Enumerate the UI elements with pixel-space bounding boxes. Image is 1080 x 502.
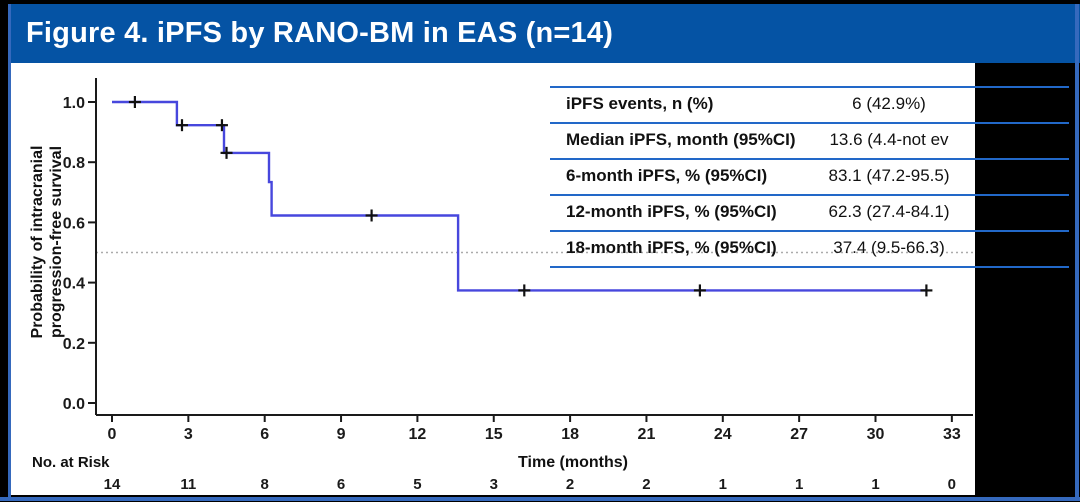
- stat-label: 6-month iPFS, % (95%CI): [566, 166, 768, 185]
- slide-header: Figure 4. iPFS by RANO-BM in EAS (n=14): [8, 4, 1080, 63]
- x-tick-label: 3: [184, 426, 193, 443]
- stat-label: 12-month iPFS, % (95%CI): [566, 202, 777, 221]
- redaction-black-area: [975, 63, 1076, 495]
- table-separator-line: [550, 266, 1069, 268]
- stat-value: 83.1 (47.2-95.5): [828, 166, 950, 185]
- slide-border-left: [8, 4, 11, 501]
- y-axis-title-line2: progression-free survival: [48, 145, 65, 339]
- table-row: Median iPFS, month (95%CI) 13.6 (4.4-not…: [550, 122, 975, 158]
- slide-border-right: [1075, 4, 1079, 501]
- table-row: 18-month iPFS, % (95%CI) 37.4 (9.5-66.3): [550, 230, 975, 266]
- at-risk-count: 5: [413, 476, 421, 493]
- y-tick-label: 0.6: [63, 215, 85, 232]
- chart-panel: [11, 63, 975, 495]
- stat-value: 37.4 (9.5-66.3): [833, 238, 945, 257]
- x-axis-title: Time (months): [518, 454, 628, 471]
- at-risk-count: 11: [180, 476, 196, 493]
- y-axis-title: Probability of intracranial progression-…: [14, 92, 80, 392]
- table-separator-line: [550, 194, 1069, 196]
- at-risk-count: 0: [948, 476, 956, 493]
- y-tick-label: 0.8: [63, 155, 85, 172]
- y-tick-label: 0.4: [63, 276, 85, 293]
- at-risk-count: 2: [642, 476, 650, 493]
- stat-value: 62.3 (27.4-84.1): [828, 202, 950, 221]
- figure-title: Figure 4. iPFS by RANO-BM in EAS (n=14): [26, 17, 614, 49]
- km-curve: [112, 100, 927, 292]
- x-tick-label: 24: [714, 426, 732, 443]
- x-tick-label: 18: [561, 426, 579, 443]
- x-tick-label: 12: [409, 426, 427, 443]
- at-risk-count: 3: [490, 476, 498, 493]
- y-tick-label: 0.2: [63, 336, 85, 353]
- no-at-risk-label: No. at Risk: [32, 454, 110, 471]
- x-tick-label: 27: [790, 426, 808, 443]
- x-tick-label: 6: [260, 426, 269, 443]
- at-risk-count: 2: [566, 476, 574, 493]
- y-tick-label: 1.0: [63, 95, 85, 112]
- x-tick-label: 30: [867, 426, 885, 443]
- x-tick-label: 21: [638, 426, 656, 443]
- table-row: iPFS events, n (%) 6 (42.9%): [550, 86, 975, 122]
- y-tick-label: 0.0: [63, 396, 85, 413]
- table-separator-line: [550, 158, 1069, 160]
- stat-value: 6 (42.9%): [852, 94, 926, 113]
- stat-value: 13.6 (4.4-not ev: [829, 130, 949, 149]
- table-separator-line: [550, 86, 1069, 88]
- at-risk-count: 6: [337, 476, 345, 493]
- stat-label: Median iPFS, month (95%CI): [566, 130, 796, 149]
- y-axis-title-line1: Probability of intracranial: [28, 145, 46, 339]
- stat-label: 18-month iPFS, % (95%CI): [566, 238, 777, 257]
- at-risk-count: 14: [104, 476, 121, 493]
- table-row: 6-month iPFS, % (95%CI) 83.1 (47.2-95.5): [550, 158, 975, 194]
- x-tick-label: 9: [337, 426, 346, 443]
- table-row: 12-month iPFS, % (95%CI) 62.3 (27.4-84.1…: [550, 194, 975, 230]
- x-tick-label: 15: [485, 426, 503, 443]
- at-risk-count: 1: [795, 476, 803, 493]
- x-tick-label: 33: [943, 426, 961, 443]
- table-separator-line: [550, 122, 1069, 124]
- stat-label: iPFS events, n (%): [566, 94, 714, 113]
- at-risk-count: 1: [871, 476, 879, 493]
- at-risk-count: 1: [719, 476, 727, 493]
- x-tick-label: 0: [108, 426, 117, 443]
- slide-border-bottom: [0, 497, 1080, 501]
- table-separator-line: [550, 230, 1069, 232]
- at-risk-count: 8: [261, 476, 269, 493]
